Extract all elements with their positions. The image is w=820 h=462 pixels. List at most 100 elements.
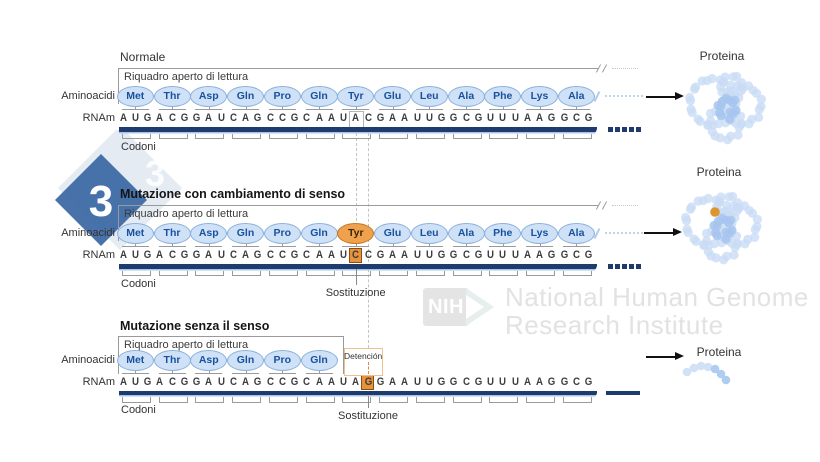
nih-logo: NIH bbox=[423, 288, 469, 326]
protein-blob-folded bbox=[685, 71, 766, 145]
codon-bracket bbox=[489, 133, 519, 139]
rna-base-letter: A bbox=[523, 376, 531, 388]
codon-tick-line bbox=[158, 109, 186, 110]
rna-base-letter: A bbox=[535, 376, 543, 388]
mrna-bar-dash bbox=[608, 127, 613, 132]
amino-acid-ellipse: Leu bbox=[410, 222, 448, 244]
rna-base-letter: A bbox=[388, 112, 396, 124]
protein-bead bbox=[716, 192, 726, 202]
codon-bracket bbox=[268, 270, 298, 276]
protein-bead bbox=[685, 92, 695, 103]
codon-bracket bbox=[195, 397, 225, 403]
reading-frame-top-border bbox=[118, 336, 343, 337]
codon-connector-stub bbox=[429, 106, 431, 109]
codon-tick-line bbox=[526, 109, 553, 110]
mrna-bar-dash bbox=[615, 264, 620, 269]
codon-bracket bbox=[452, 133, 482, 139]
rna-base-letter: U bbox=[339, 376, 347, 388]
arrow-head-icon bbox=[673, 228, 682, 237]
reading-frame-dotted-extension bbox=[612, 68, 638, 69]
arrow-line bbox=[646, 96, 676, 98]
mrna-bar-dash bbox=[622, 264, 627, 269]
rna-base-letter: G bbox=[437, 376, 446, 388]
rna-base-letter: A bbox=[119, 249, 127, 261]
mrna-bar-dash bbox=[629, 264, 634, 269]
codon-connector-stub bbox=[429, 243, 431, 246]
rna-base-letter: G bbox=[584, 376, 593, 388]
codon-tick-line bbox=[121, 373, 149, 374]
codon-connector-stub bbox=[392, 243, 394, 246]
codon-tick-line bbox=[489, 109, 517, 110]
codon-bracket bbox=[121, 270, 151, 276]
codon-tick-line bbox=[158, 246, 186, 247]
codon-connector-stub bbox=[466, 243, 467, 246]
protein-bead bbox=[681, 212, 691, 223]
protein-bead bbox=[716, 369, 726, 379]
stop-codon-box bbox=[344, 348, 383, 376]
codon-tick-line bbox=[562, 246, 590, 247]
section-title: Mutazione senza il senso bbox=[120, 319, 270, 333]
codon-bracket bbox=[489, 397, 519, 403]
codon-connector-stub bbox=[392, 106, 394, 109]
amino-acid-ellipse: Thr bbox=[153, 222, 191, 244]
rna-base-letter: G bbox=[474, 249, 483, 261]
channel-3-diamond-watermark: 3 3 bbox=[55, 130, 182, 250]
section-title: Normale bbox=[120, 50, 166, 64]
codon-connector-stub bbox=[502, 243, 504, 246]
amino-acid-ellipse: Pro bbox=[263, 85, 301, 107]
codon-connector-stub bbox=[208, 106, 210, 109]
amino-acid-ellipse: Gln bbox=[300, 349, 338, 371]
protein-bead bbox=[733, 198, 743, 208]
protein-bead bbox=[720, 72, 730, 82]
rna-base-letter: C bbox=[462, 112, 470, 124]
watermark-institute-line2: Research Institute bbox=[505, 310, 724, 340]
codon-bracket bbox=[526, 270, 555, 276]
frame-break-slash bbox=[595, 201, 602, 210]
mrna-bar-dash bbox=[615, 127, 620, 132]
mrna-break-slash bbox=[594, 387, 603, 399]
rna-base-letter: G bbox=[584, 112, 593, 124]
mrna-strand-bar bbox=[119, 127, 597, 132]
rna-base-letter: G bbox=[192, 112, 201, 124]
arrow-head-icon bbox=[675, 352, 684, 361]
codon-connector-stub bbox=[135, 243, 137, 246]
codon-tick-line bbox=[232, 246, 259, 247]
rna-base-letter: A bbox=[241, 249, 249, 261]
substituted-base-highlight bbox=[349, 247, 362, 263]
rna-base-letter: A bbox=[205, 249, 213, 261]
frame-break-slash bbox=[595, 64, 602, 73]
amino-acid-ellipse: Gln bbox=[227, 349, 264, 371]
protein-bead bbox=[712, 221, 722, 231]
mrna-row-label: RNAm bbox=[82, 112, 115, 124]
protein-bead bbox=[721, 227, 731, 237]
chain-dotted-extension bbox=[605, 95, 643, 97]
protein-bead bbox=[689, 234, 699, 244]
rna-base-letter: C bbox=[303, 376, 311, 388]
substituted-base-highlight bbox=[361, 374, 374, 390]
rna-base-letter: A bbox=[523, 112, 531, 124]
rna-base-letter: U bbox=[486, 249, 494, 261]
rna-base-letter: C bbox=[266, 376, 274, 388]
rna-base-letter: U bbox=[413, 249, 421, 261]
codon-connector-stub bbox=[355, 106, 357, 109]
substitution-pointer-line bbox=[368, 396, 369, 408]
rna-base-letter: C bbox=[462, 376, 470, 388]
codon-connector-stub bbox=[245, 106, 247, 109]
mrna-strand-bar bbox=[119, 264, 597, 269]
protein-blob-truncated bbox=[682, 361, 731, 385]
stop-codon-dashed-line bbox=[368, 362, 369, 374]
arrow-line bbox=[644, 232, 674, 234]
codon-bracket bbox=[526, 133, 555, 139]
mrna-row-label: RNAm bbox=[82, 376, 115, 388]
protein-bead bbox=[717, 213, 727, 223]
rna-base-letter: G bbox=[192, 376, 201, 388]
amino-acid-ellipse: Leu bbox=[410, 85, 448, 107]
protein-bead bbox=[725, 114, 735, 124]
codon-connector-stub bbox=[319, 243, 320, 246]
rna-base-letter: C bbox=[364, 249, 372, 261]
codon-bracket bbox=[342, 397, 372, 403]
amino-acid-ellipse: Pro bbox=[263, 349, 301, 371]
protein-bead bbox=[718, 255, 729, 265]
protein-bead bbox=[707, 73, 717, 84]
amino-acid-ellipse: Thr bbox=[153, 349, 191, 371]
